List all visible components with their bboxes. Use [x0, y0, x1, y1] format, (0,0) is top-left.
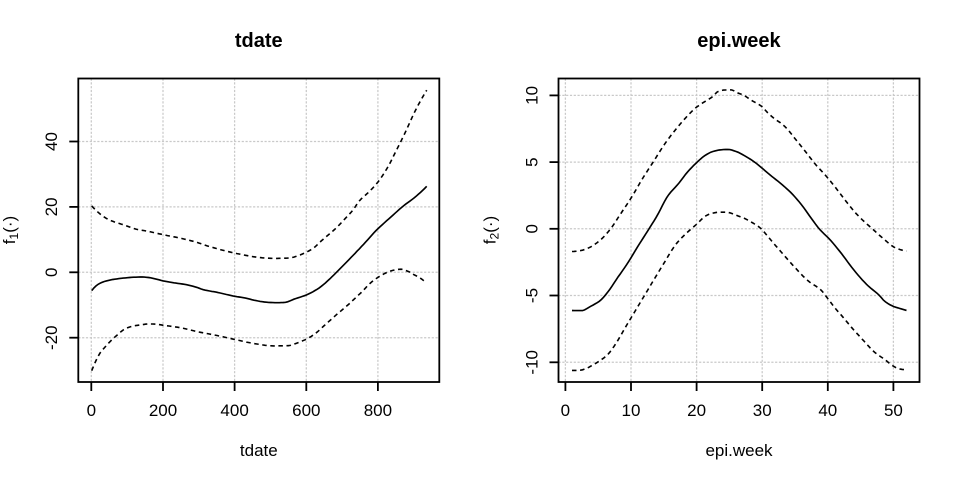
svg-text:10: 10 [523, 86, 542, 105]
svg-text:0: 0 [561, 401, 570, 420]
svg-text:f2(·): f2(·) [481, 216, 502, 244]
svg-text:-5: -5 [523, 288, 542, 303]
svg-text:tdate: tdate [235, 30, 283, 52]
svg-text:-20: -20 [42, 325, 61, 350]
svg-text:epi.week: epi.week [705, 441, 773, 460]
svg-text:tdate: tdate [240, 441, 278, 460]
svg-text:40: 40 [818, 401, 837, 420]
svg-text:10: 10 [622, 401, 641, 420]
svg-text:200: 200 [149, 401, 177, 420]
svg-text:0: 0 [523, 224, 542, 233]
svg-text:800: 800 [364, 401, 392, 420]
svg-text:400: 400 [220, 401, 248, 420]
svg-text:20: 20 [42, 197, 61, 216]
svg-text:5: 5 [523, 157, 542, 166]
svg-text:600: 600 [292, 401, 320, 420]
svg-text:20: 20 [687, 401, 706, 420]
svg-text:0: 0 [87, 401, 96, 420]
svg-text:0: 0 [42, 268, 61, 277]
svg-text:30: 30 [753, 401, 772, 420]
svg-text:-10: -10 [523, 350, 542, 375]
svg-text:40: 40 [42, 132, 61, 151]
svg-text:epi.week: epi.week [697, 30, 781, 52]
svg-text:50: 50 [884, 401, 903, 420]
svg-text:f1(·): f1(·) [0, 216, 21, 244]
